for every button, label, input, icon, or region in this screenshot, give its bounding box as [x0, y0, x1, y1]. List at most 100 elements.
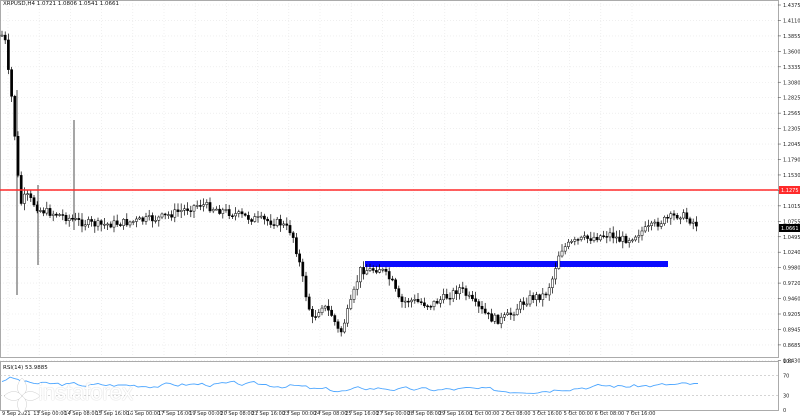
candle: [471, 291, 474, 302]
candle: [131, 220, 135, 226]
time-tick-label: 3 Oct 16:00: [532, 411, 561, 417]
candle: [96, 217, 100, 231]
candle: [586, 234, 589, 244]
candle: [627, 237, 631, 248]
candle: [557, 251, 561, 270]
candle: [605, 231, 609, 244]
candle: [176, 203, 180, 217]
price-tick-label: 1.3600: [783, 49, 800, 55]
candle: [538, 293, 541, 303]
candle: [541, 287, 545, 307]
candle: [445, 288, 449, 300]
candle: [355, 275, 359, 296]
rsi-panel[interactable]: 100 70 30 0: [0, 359, 793, 414]
candle: [637, 229, 641, 243]
time-tick-label: 13 Sep 00:00: [33, 411, 66, 417]
candle: [23, 187, 26, 211]
price-tick-label: 0.9980: [783, 266, 800, 272]
logo-wordmark: instaforex: [38, 379, 133, 405]
support-zone: [365, 261, 668, 267]
time-tick-label: 16 Sep 00:00: [127, 411, 160, 417]
candle: [192, 204, 196, 218]
candle: [592, 232, 596, 243]
candle: [528, 290, 532, 307]
candle: [483, 302, 487, 315]
rsi-indicator-label: RSI(14) 53.9885: [3, 365, 48, 371]
candle: [691, 218, 695, 230]
candle: [461, 281, 465, 293]
candle: [179, 203, 183, 219]
candle: [327, 299, 330, 317]
candle: [576, 237, 580, 245]
candle: [496, 314, 500, 325]
candle: [467, 291, 471, 299]
candle: [365, 264, 369, 276]
candle: [208, 197, 212, 213]
candle: [611, 226, 615, 244]
candle: [378, 264, 381, 274]
candle: [387, 267, 391, 286]
candle: [499, 312, 503, 329]
candle: [93, 218, 97, 233]
price-tick-label: 0.9205: [783, 312, 800, 318]
candle: [218, 205, 221, 215]
candle: [288, 220, 292, 236]
candle: [423, 297, 426, 309]
candle: [259, 211, 263, 220]
candle: [83, 219, 87, 231]
candle: [138, 215, 141, 220]
price-tick-label: 1.2565: [783, 111, 800, 117]
candle: [695, 216, 698, 232]
candle: [243, 212, 247, 217]
candle: [599, 234, 602, 242]
candle: [647, 219, 650, 232]
candle: [451, 287, 455, 303]
candle: [544, 291, 548, 299]
price-axis: 1.4375 1.4110 1.3855 1.3600 1.3335 1.3080 1.28…: [778, 3, 800, 364]
candle: [640, 226, 644, 241]
candle: [589, 231, 593, 244]
candle: [240, 208, 244, 218]
candle: [269, 214, 273, 228]
candle: [151, 212, 154, 228]
candle: [263, 213, 266, 225]
candle: [221, 207, 225, 219]
candle: [435, 298, 439, 305]
candle: [672, 210, 676, 221]
candle: [266, 216, 269, 226]
candle: [336, 319, 340, 333]
candle: [183, 204, 186, 216]
time-tick-label: 25 Sep 16:00: [345, 411, 378, 417]
candle: [103, 217, 106, 229]
candle: [583, 231, 586, 241]
candle: [275, 216, 279, 228]
candle: [51, 210, 55, 222]
candle: [643, 221, 647, 233]
candle: [186, 202, 189, 215]
candle: [503, 312, 506, 322]
candle: [7, 33, 10, 75]
candle: [202, 198, 205, 212]
candle: [311, 305, 314, 324]
candle: [487, 311, 490, 320]
current-price-tag: [779, 224, 800, 232]
candle: [285, 217, 289, 231]
time-tick-label: 5 Oct 00:00: [564, 411, 593, 417]
candle: [119, 222, 122, 227]
candle: [615, 230, 618, 244]
candle: [26, 190, 29, 201]
resistance-price-tag: [779, 186, 800, 194]
candle: [77, 212, 81, 226]
candle: [135, 216, 138, 228]
candle: [621, 231, 625, 249]
candle: [403, 297, 407, 309]
rsi-level-label: 30: [783, 393, 789, 399]
candle: [237, 209, 241, 218]
candle: [141, 216, 145, 225]
candle: [384, 266, 388, 276]
candle: [595, 233, 599, 243]
candlesticks: [0, 30, 698, 337]
time-tick-label: 14 Sep 08:00: [64, 411, 97, 417]
